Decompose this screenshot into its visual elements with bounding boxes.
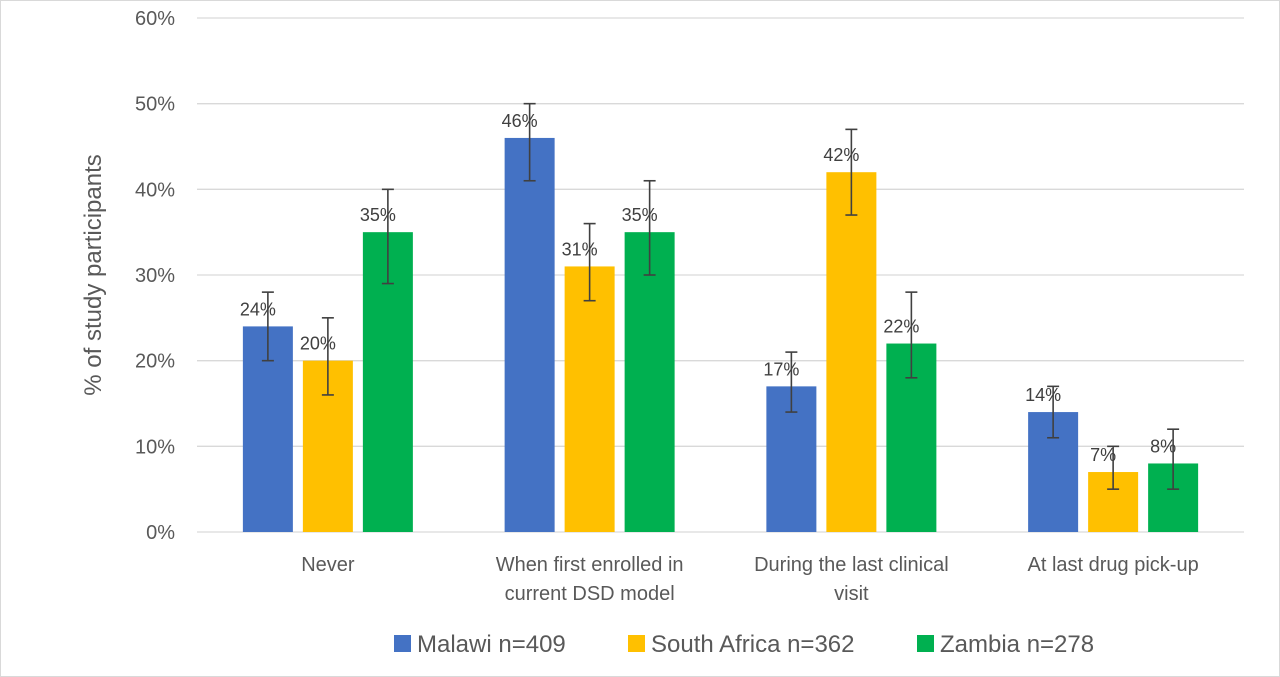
legend-label: South Africa n=362 (651, 631, 854, 658)
y-tick-label: 0% (146, 522, 175, 544)
data-labels: 24% 20% 35% 46% 31% 35% 17% 42% 22% 14% 7% 8% (240, 111, 1176, 465)
y-axis-title: % of study participants (80, 154, 107, 395)
bars (242, 137, 1199, 532)
data-label: 31% (562, 239, 598, 259)
y-tick-label: 20% (135, 351, 175, 373)
legend-label: Zambia n=278 (940, 631, 1094, 658)
bar (504, 137, 555, 532)
bar (826, 172, 877, 532)
data-label: 17% (763, 359, 799, 379)
data-label: 46% (502, 111, 538, 131)
bar (624, 232, 675, 532)
x-category-label: At last drug pick-up (1028, 554, 1199, 576)
x-category-label: Never (301, 554, 355, 576)
y-tick-label: 50% (135, 94, 175, 116)
y-tick-label: 30% (135, 265, 175, 287)
x-category-label: visit (834, 583, 869, 605)
data-label: 35% (622, 205, 658, 225)
legend-swatch (394, 635, 411, 652)
bar (564, 266, 615, 532)
data-label: 7% (1090, 445, 1116, 465)
x-axis-categories: Never When first enrolled in current DSD m… (301, 554, 1199, 605)
y-tick-label: 40% (135, 179, 175, 201)
error-bars (261, 102, 1180, 490)
data-label: 35% (360, 205, 396, 225)
legend-label: Malawi n=409 (417, 631, 566, 658)
legend-swatch (628, 635, 645, 652)
data-label: 8% (1150, 436, 1176, 456)
y-tick-label: 60% (135, 8, 175, 30)
x-category-label: current DSD model (505, 583, 675, 605)
y-tick-label: 10% (135, 436, 175, 458)
gridlines (197, 17, 1244, 533)
data-label: 20% (300, 334, 336, 354)
data-label: 14% (1025, 385, 1061, 405)
legend: Malawi n=409 South Africa n=362 Zambia n=2… (394, 631, 1094, 658)
data-label: 22% (883, 317, 919, 337)
y-axis-ticks: 0% 10% 20% 30% 40% 50% 60% (135, 8, 175, 544)
data-label: 42% (823, 145, 859, 165)
x-category-label: When first enrolled in (496, 554, 684, 576)
x-category-label: During the last clinical (754, 554, 949, 576)
data-label: 24% (240, 299, 276, 319)
legend-swatch (917, 635, 934, 652)
